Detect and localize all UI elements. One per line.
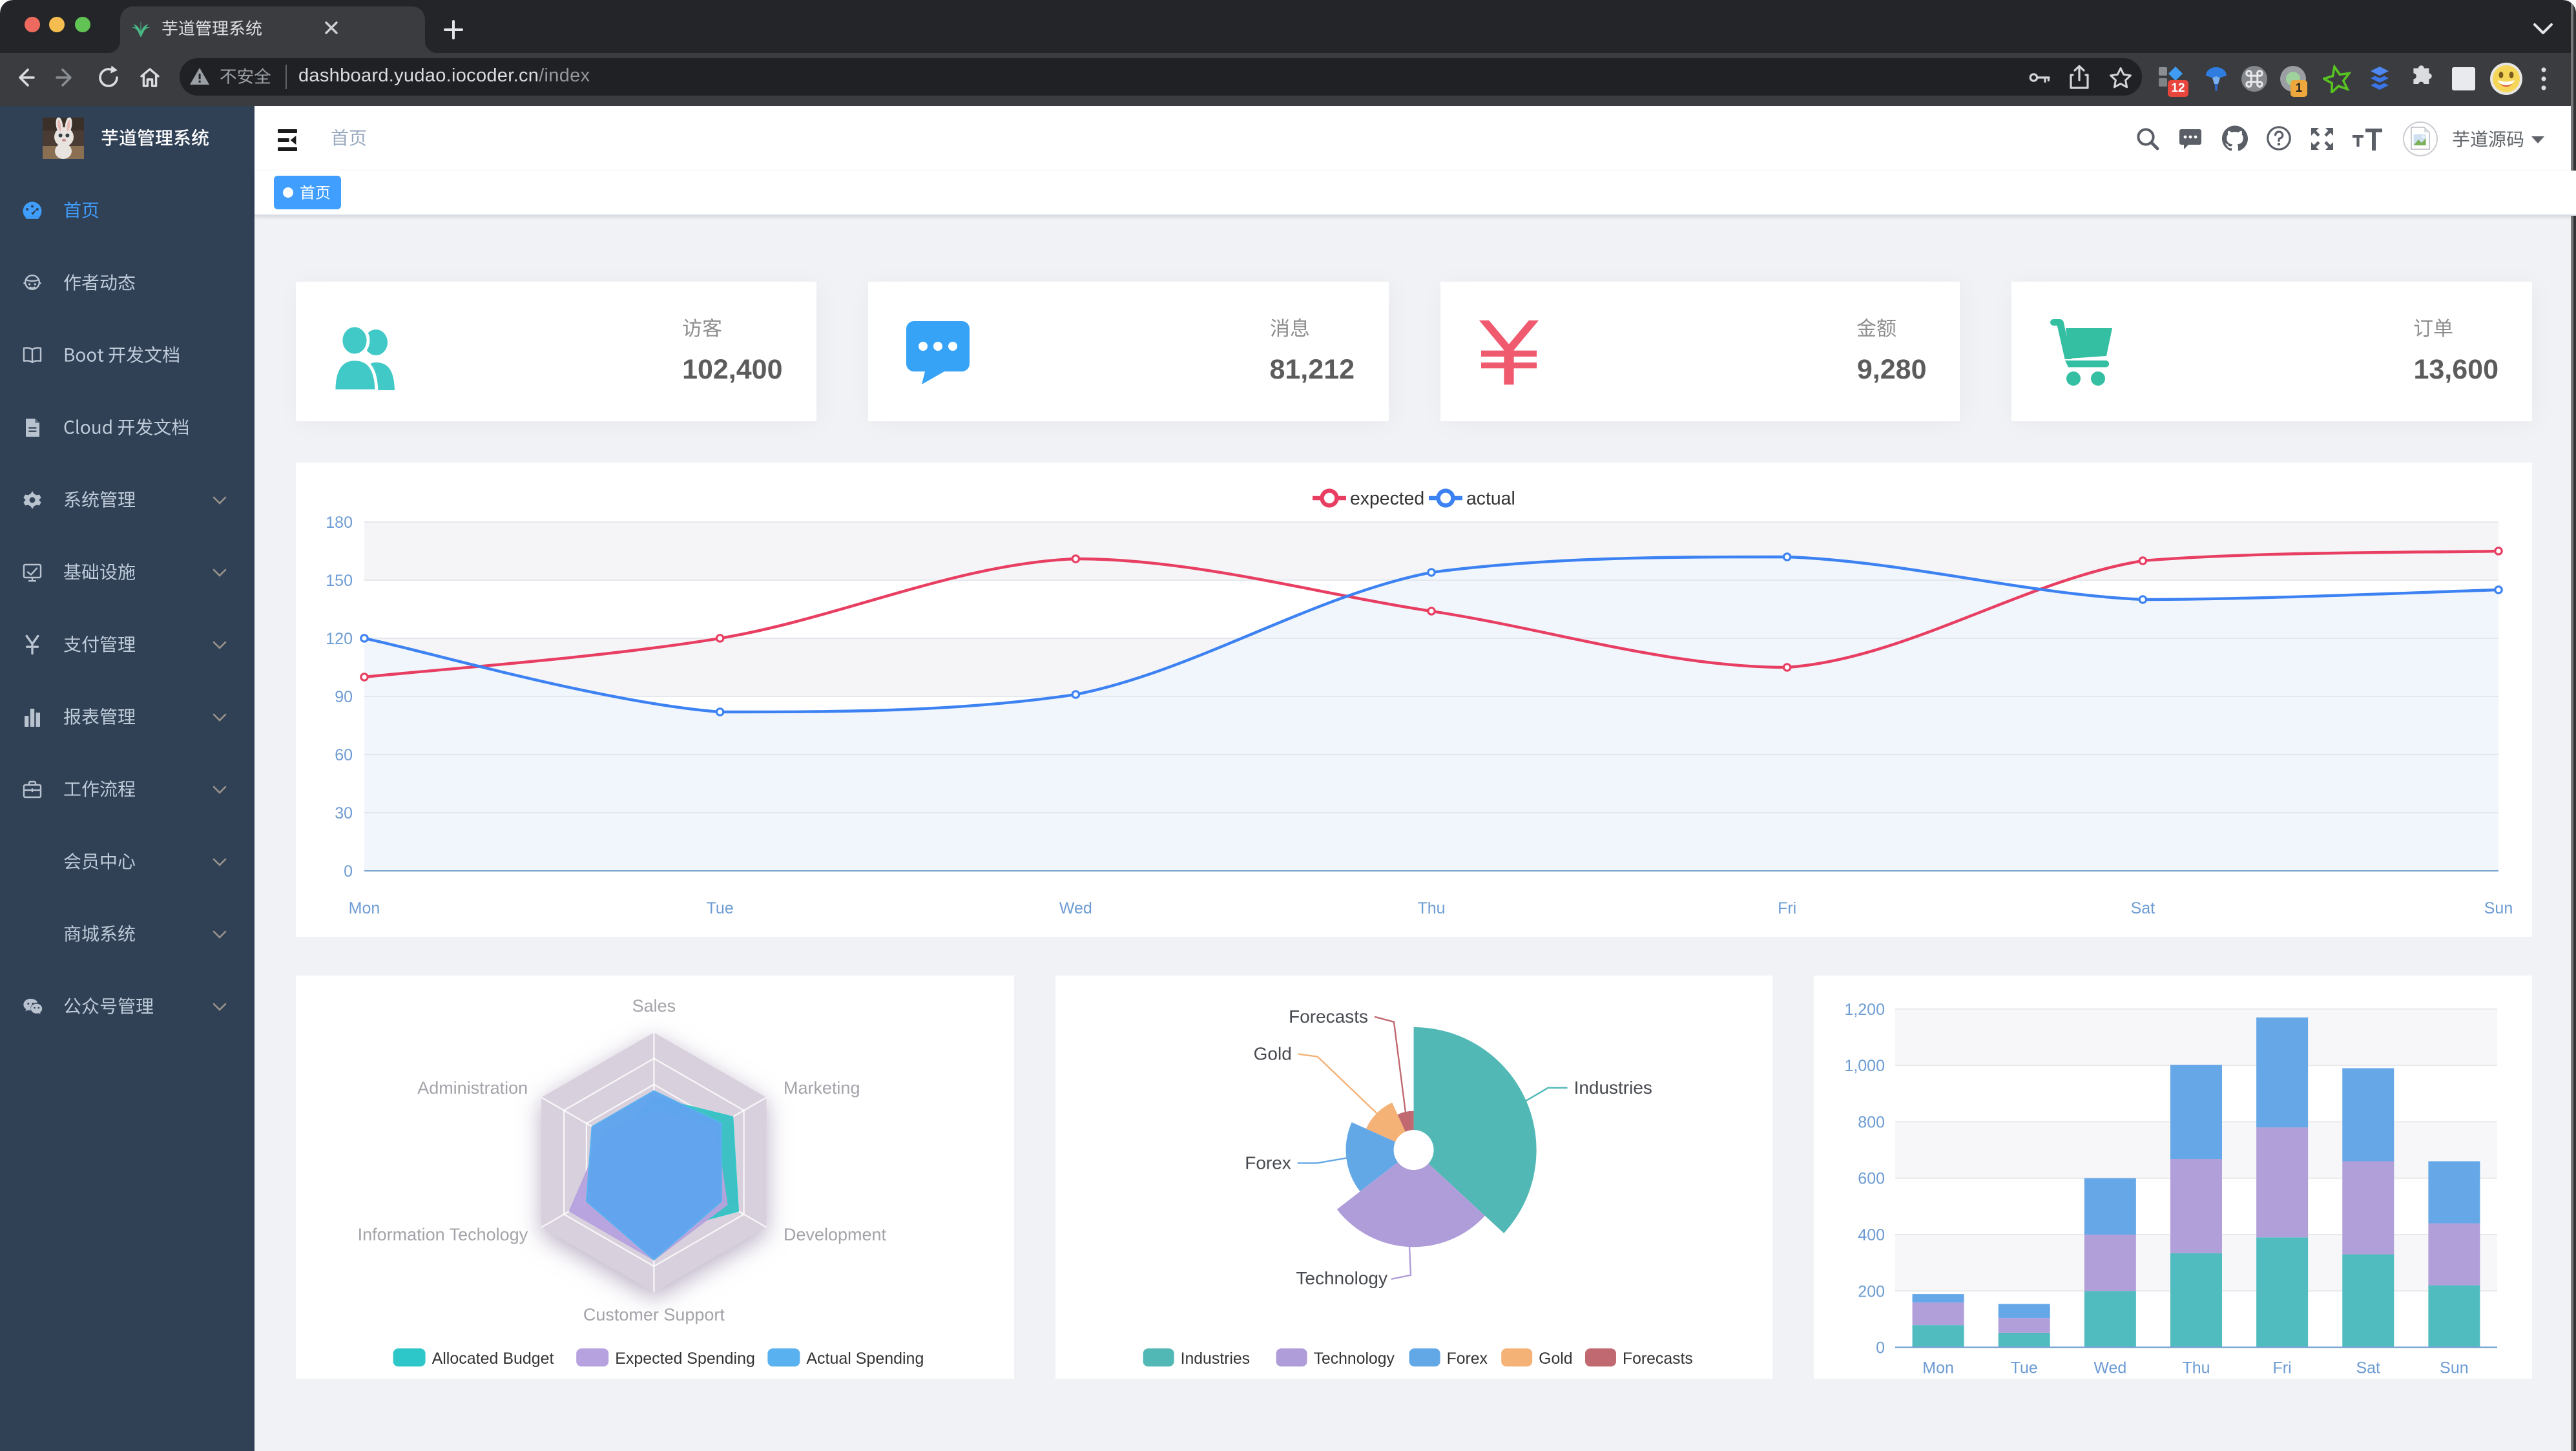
svg-text:120: 120 <box>326 630 353 648</box>
svg-text:30: 30 <box>335 804 353 822</box>
svg-text:Development: Development <box>784 1225 886 1244</box>
svg-text:800: 800 <box>1858 1113 1885 1131</box>
svg-text:1,000: 1,000 <box>1845 1057 1885 1075</box>
svg-text:Tue: Tue <box>2011 1359 2038 1377</box>
svg-text:Sat: Sat <box>2356 1359 2381 1377</box>
svg-text:Fri: Fri <box>2273 1359 2292 1377</box>
svg-text:actual: actual <box>1466 488 1515 509</box>
svg-text:Thu: Thu <box>1417 899 1445 917</box>
svg-text:Technology: Technology <box>1313 1350 1395 1368</box>
svg-text:1,200: 1,200 <box>1845 1001 1885 1019</box>
svg-text:Forex: Forex <box>1245 1153 1291 1173</box>
svg-text:Mon: Mon <box>349 899 380 917</box>
svg-text:Wed: Wed <box>2094 1359 2127 1377</box>
svg-text:150: 150 <box>326 572 353 590</box>
svg-text:60: 60 <box>335 746 353 764</box>
svg-text:Sat: Sat <box>2131 899 2155 917</box>
svg-text:Forecasts: Forecasts <box>1288 1007 1367 1027</box>
svg-text:Information Techology: Information Techology <box>358 1225 528 1244</box>
svg-text:Tue: Tue <box>707 899 734 917</box>
svg-text:0: 0 <box>344 862 353 881</box>
svg-text:200: 200 <box>1858 1282 1885 1300</box>
svg-text:Customer Support: Customer Support <box>583 1305 725 1324</box>
svg-text:Wed: Wed <box>1059 899 1092 917</box>
svg-text:Thu: Thu <box>2183 1359 2210 1377</box>
svg-text:400: 400 <box>1858 1226 1885 1244</box>
svg-text:90: 90 <box>335 688 353 706</box>
svg-text:Allocated Budget: Allocated Budget <box>432 1350 554 1368</box>
svg-text:Forex: Forex <box>1446 1350 1488 1368</box>
svg-text:0: 0 <box>1876 1339 1885 1357</box>
svg-text:Sun: Sun <box>2484 899 2513 917</box>
svg-text:Expected Spending: Expected Spending <box>615 1350 755 1368</box>
svg-text:expected: expected <box>1350 488 1424 509</box>
svg-text:Marketing: Marketing <box>784 1078 860 1098</box>
svg-text:Forecasts: Forecasts <box>1622 1350 1692 1368</box>
svg-text:Industries: Industries <box>1180 1350 1249 1368</box>
svg-text:Gold: Gold <box>1253 1044 1291 1064</box>
svg-text:600: 600 <box>1858 1170 1885 1188</box>
svg-text:Actual Spending: Actual Spending <box>806 1350 924 1368</box>
svg-text:Industries: Industries <box>1574 1078 1652 1098</box>
svg-text:Gold: Gold <box>1538 1350 1572 1368</box>
svg-text:Mon: Mon <box>1923 1359 1955 1377</box>
svg-text:180: 180 <box>326 514 353 532</box>
svg-text:Sales: Sales <box>632 996 676 1016</box>
svg-text:Technology: Technology <box>1296 1268 1387 1288</box>
svg-text:Sun: Sun <box>2440 1359 2469 1377</box>
svg-text:Fri: Fri <box>1778 899 1796 917</box>
svg-text:Administration: Administration <box>417 1078 528 1098</box>
